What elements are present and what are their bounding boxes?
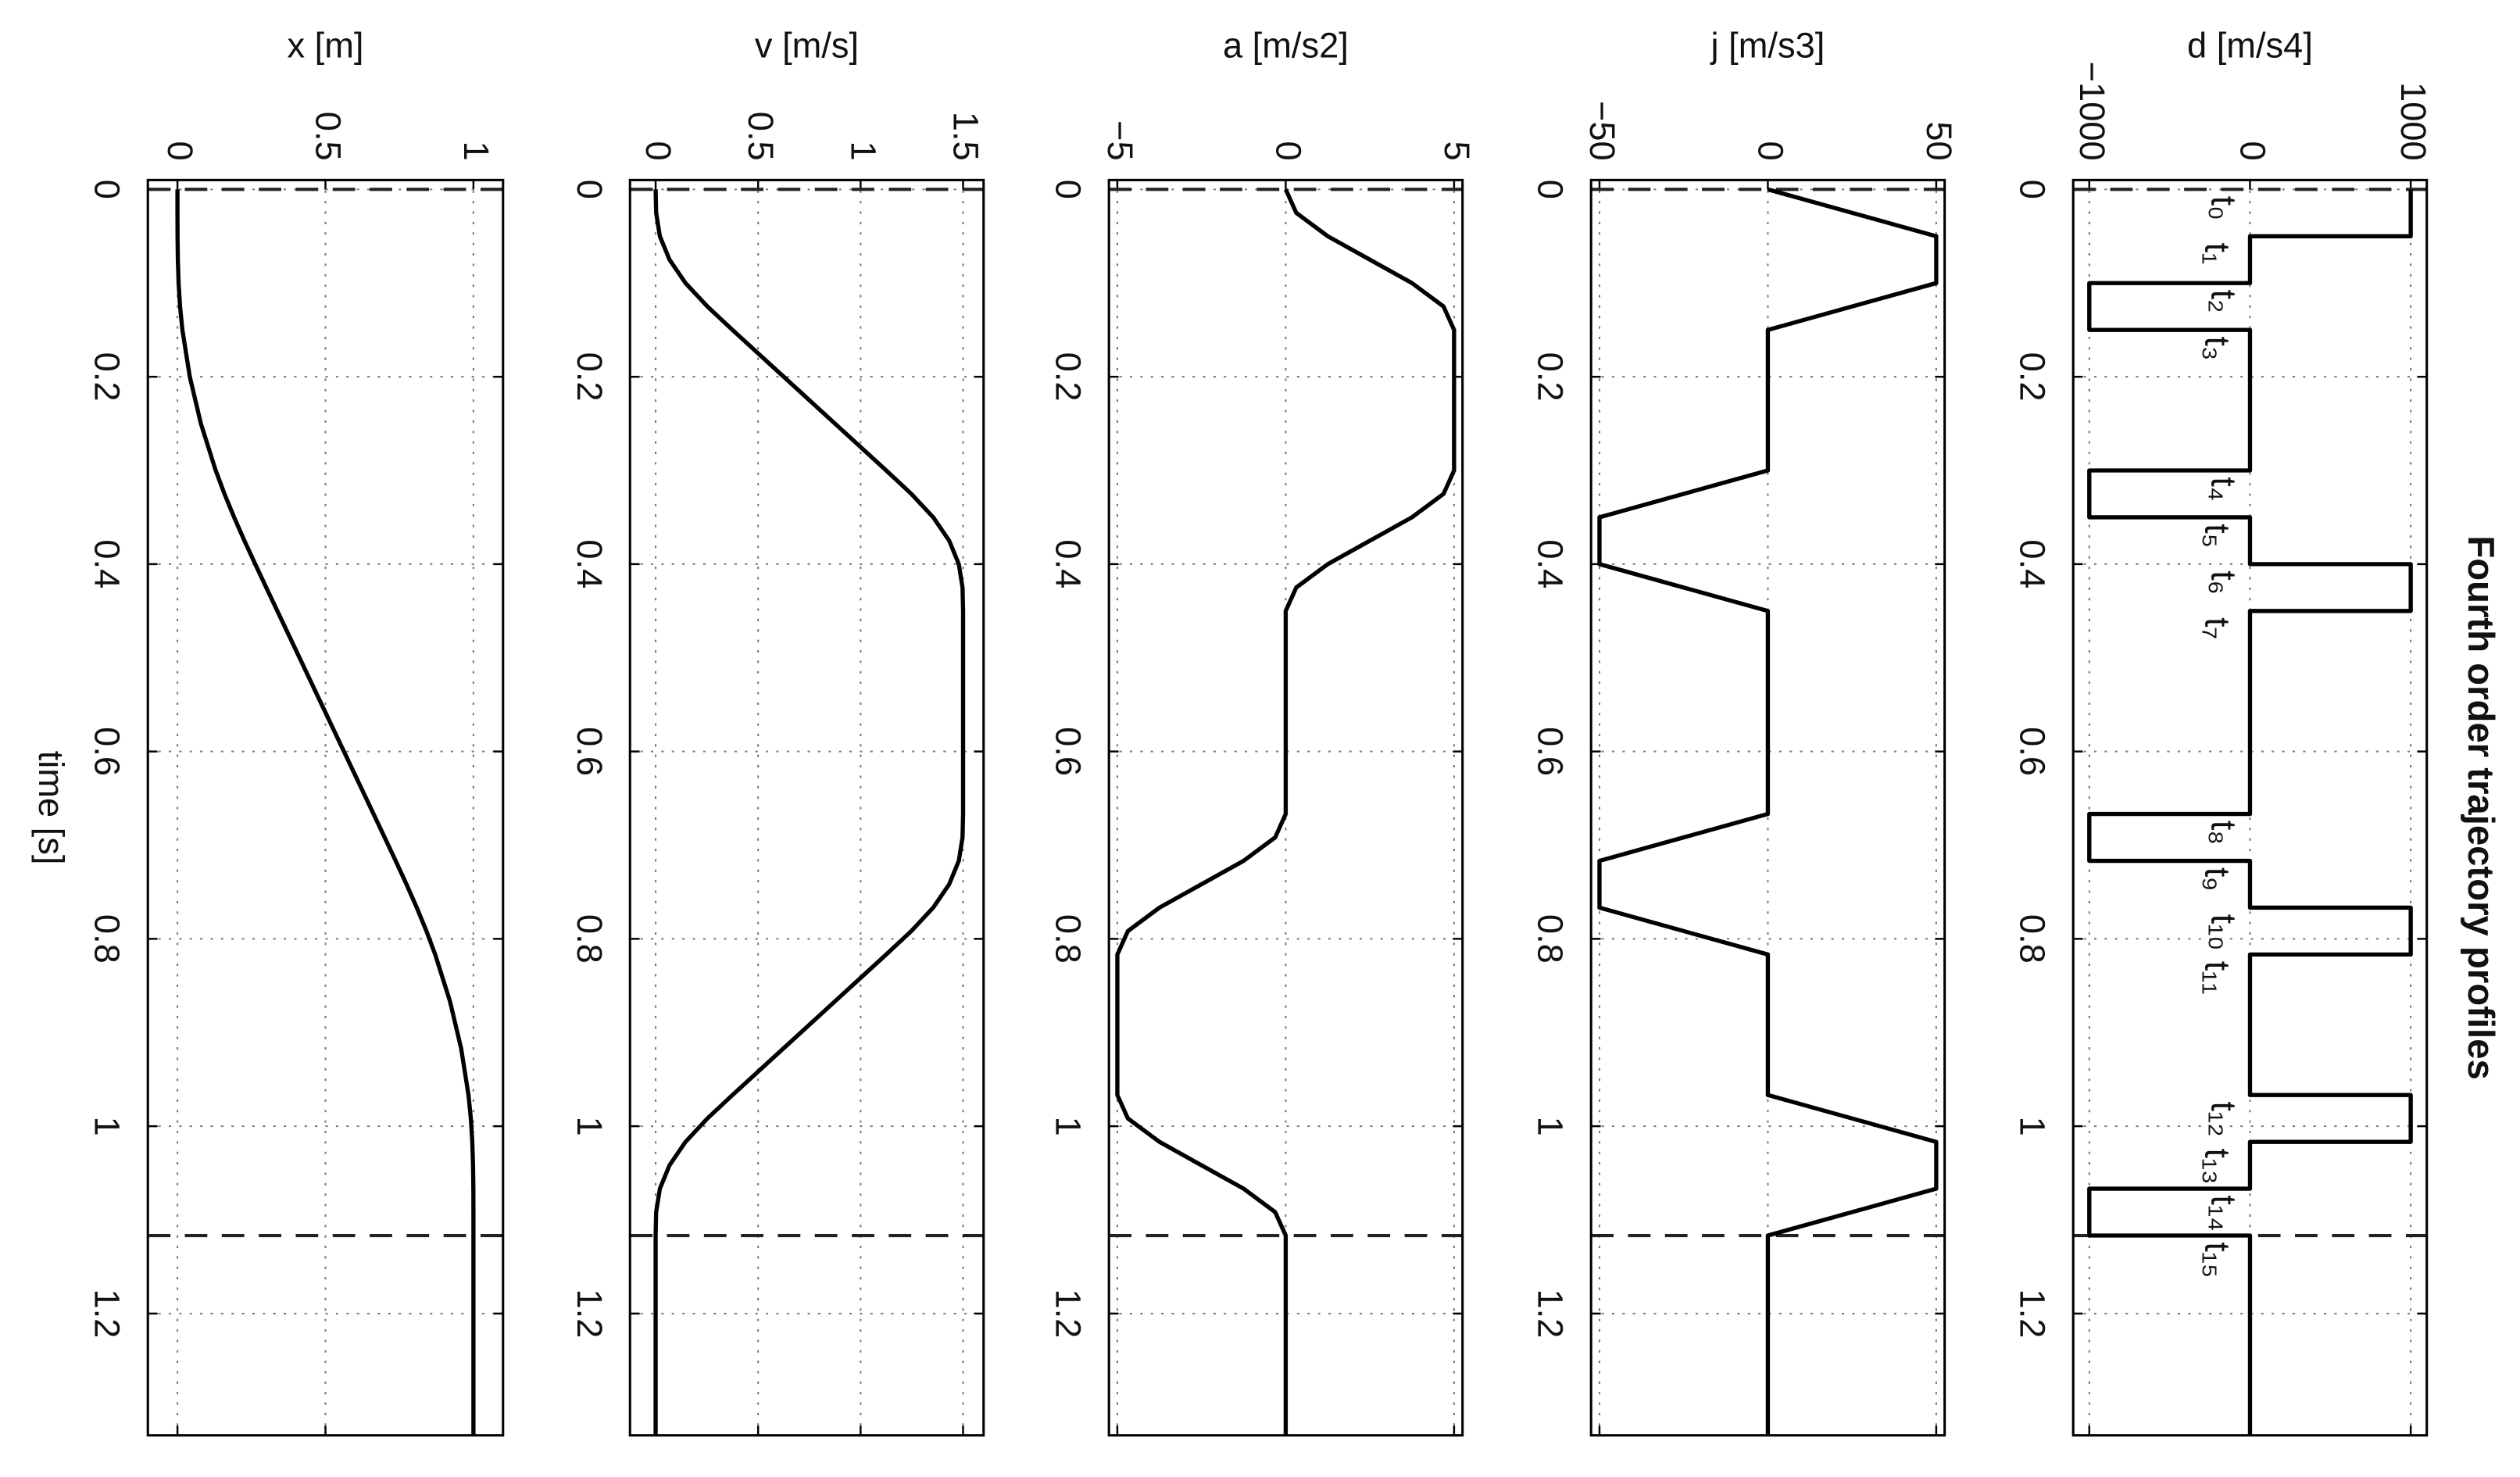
x-tick-label: 0.2 — [2013, 352, 2053, 402]
x-tick-label: 0.4 — [1531, 539, 1571, 588]
annotation: t₉ — [2197, 867, 2237, 892]
data-line — [1115, 188, 1457, 1436]
annotation: t₁₀ — [2204, 914, 2243, 951]
data-line — [175, 189, 476, 1436]
x-tick-label: 0.4 — [88, 539, 127, 588]
chart-title: Fourth order trajectory profiles — [2460, 535, 2501, 1079]
x-tick-label: 0.8 — [88, 914, 127, 964]
x-tick-label: 0.6 — [88, 727, 127, 776]
x-tick-label: 0.8 — [1531, 914, 1571, 964]
y-tick-label: 5 — [1437, 141, 1477, 161]
annotation: t₄ — [2204, 477, 2243, 501]
annotation: t₅ — [2197, 524, 2237, 548]
annotation: t₆ — [2204, 570, 2243, 595]
annotation: t₃ — [2197, 336, 2237, 360]
y-tick-label: 1.5 — [946, 112, 986, 161]
plot-frame — [146, 178, 505, 1437]
x-tick-label: 0.6 — [570, 727, 609, 776]
y-tick-label: 0 — [638, 141, 678, 161]
x-tick-label: 0.4 — [570, 539, 609, 588]
y-axis-label: j [m/s3] — [1710, 26, 1825, 66]
y-tick-label: 0.5 — [309, 112, 349, 161]
x-tick-label: 0.8 — [570, 914, 609, 964]
y-tick-label: 0 — [1750, 141, 1790, 161]
annotation: t₀ — [2204, 196, 2243, 220]
x-tick-label: 0.8 — [2013, 914, 2053, 964]
plot-area — [630, 180, 984, 1436]
x-tick-label: 1.2 — [1049, 1289, 1088, 1338]
y-axis-label: a [m/s2] — [1223, 26, 1349, 66]
y-tick-label: 1000 — [2393, 82, 2433, 161]
x-tick-label: 1.2 — [1531, 1289, 1571, 1338]
y-tick-label: 0 — [160, 141, 200, 161]
x-tick-label: 0 — [2013, 180, 2053, 199]
x-tick-label: 0 — [88, 180, 127, 199]
x-tick-label: 1 — [1531, 1117, 1571, 1136]
annotation: t₁₅ — [2197, 1242, 2237, 1278]
data-line — [2087, 189, 2413, 1436]
x-tick-label: 0.6 — [1531, 727, 1571, 776]
x-tick-label: 1 — [1049, 1117, 1088, 1136]
x-tick-label: 0 — [1049, 180, 1088, 199]
x-tick-label: 0.2 — [88, 352, 127, 402]
x-tick-label: 1 — [88, 1117, 127, 1136]
annotation: t₁₄ — [2204, 1195, 2243, 1231]
y-tick-label: 0 — [1268, 141, 1308, 161]
y-tick-label: 0.5 — [741, 112, 781, 161]
y-axis-label: v [m/s] — [755, 26, 859, 66]
annotation: t₁₃ — [2197, 1148, 2237, 1184]
x-tick-label: 0.6 — [2013, 727, 2053, 776]
y-tick-label: −50 — [1582, 101, 1622, 161]
x-tick-label: 0.2 — [1049, 352, 1088, 402]
x-tick-label: 1.2 — [88, 1289, 127, 1338]
x-tick-label: 0.6 — [1049, 727, 1088, 776]
x-tick-label: 0.8 — [1049, 914, 1088, 964]
x-axis-label: time [s] — [31, 751, 71, 865]
annotation: t₁₂ — [2204, 1101, 2243, 1136]
x-tick-label: 0.4 — [2013, 539, 2053, 588]
y-tick-label: 1 — [843, 141, 883, 161]
annotation: t₂ — [2204, 289, 2243, 313]
annotation: t₈ — [2204, 821, 2243, 845]
x-tick-label: 1 — [570, 1117, 609, 1136]
data-line — [653, 189, 966, 1436]
annotation: t₁₁ — [2197, 961, 2237, 995]
y-tick-label: 0 — [2233, 141, 2273, 161]
x-tick-label: 0.4 — [1049, 539, 1088, 588]
x-tick-label: 0.2 — [1531, 352, 1571, 402]
y-axis-label: x [m] — [287, 26, 363, 66]
x-tick-label: 1.2 — [570, 1289, 609, 1338]
data-line — [1597, 187, 1939, 1436]
y-tick-label: −5 — [1100, 120, 1140, 161]
annotation: t₇ — [2197, 617, 2237, 639]
x-tick-label: 1 — [2013, 1117, 2053, 1136]
x-tick-label: 0 — [1531, 180, 1571, 199]
x-tick-label: 1.2 — [2013, 1289, 2053, 1338]
plot-frame — [628, 178, 985, 1437]
annotation: t₁ — [2197, 243, 2237, 265]
y-tick-label: −1000 — [2072, 62, 2112, 161]
y-axis-label: d [m/s4] — [2187, 26, 2313, 66]
x-tick-label: 0.2 — [570, 352, 609, 402]
y-tick-label: 50 — [1919, 121, 1959, 160]
x-tick-label: 0 — [570, 180, 609, 199]
y-tick-label: 1 — [456, 141, 496, 161]
